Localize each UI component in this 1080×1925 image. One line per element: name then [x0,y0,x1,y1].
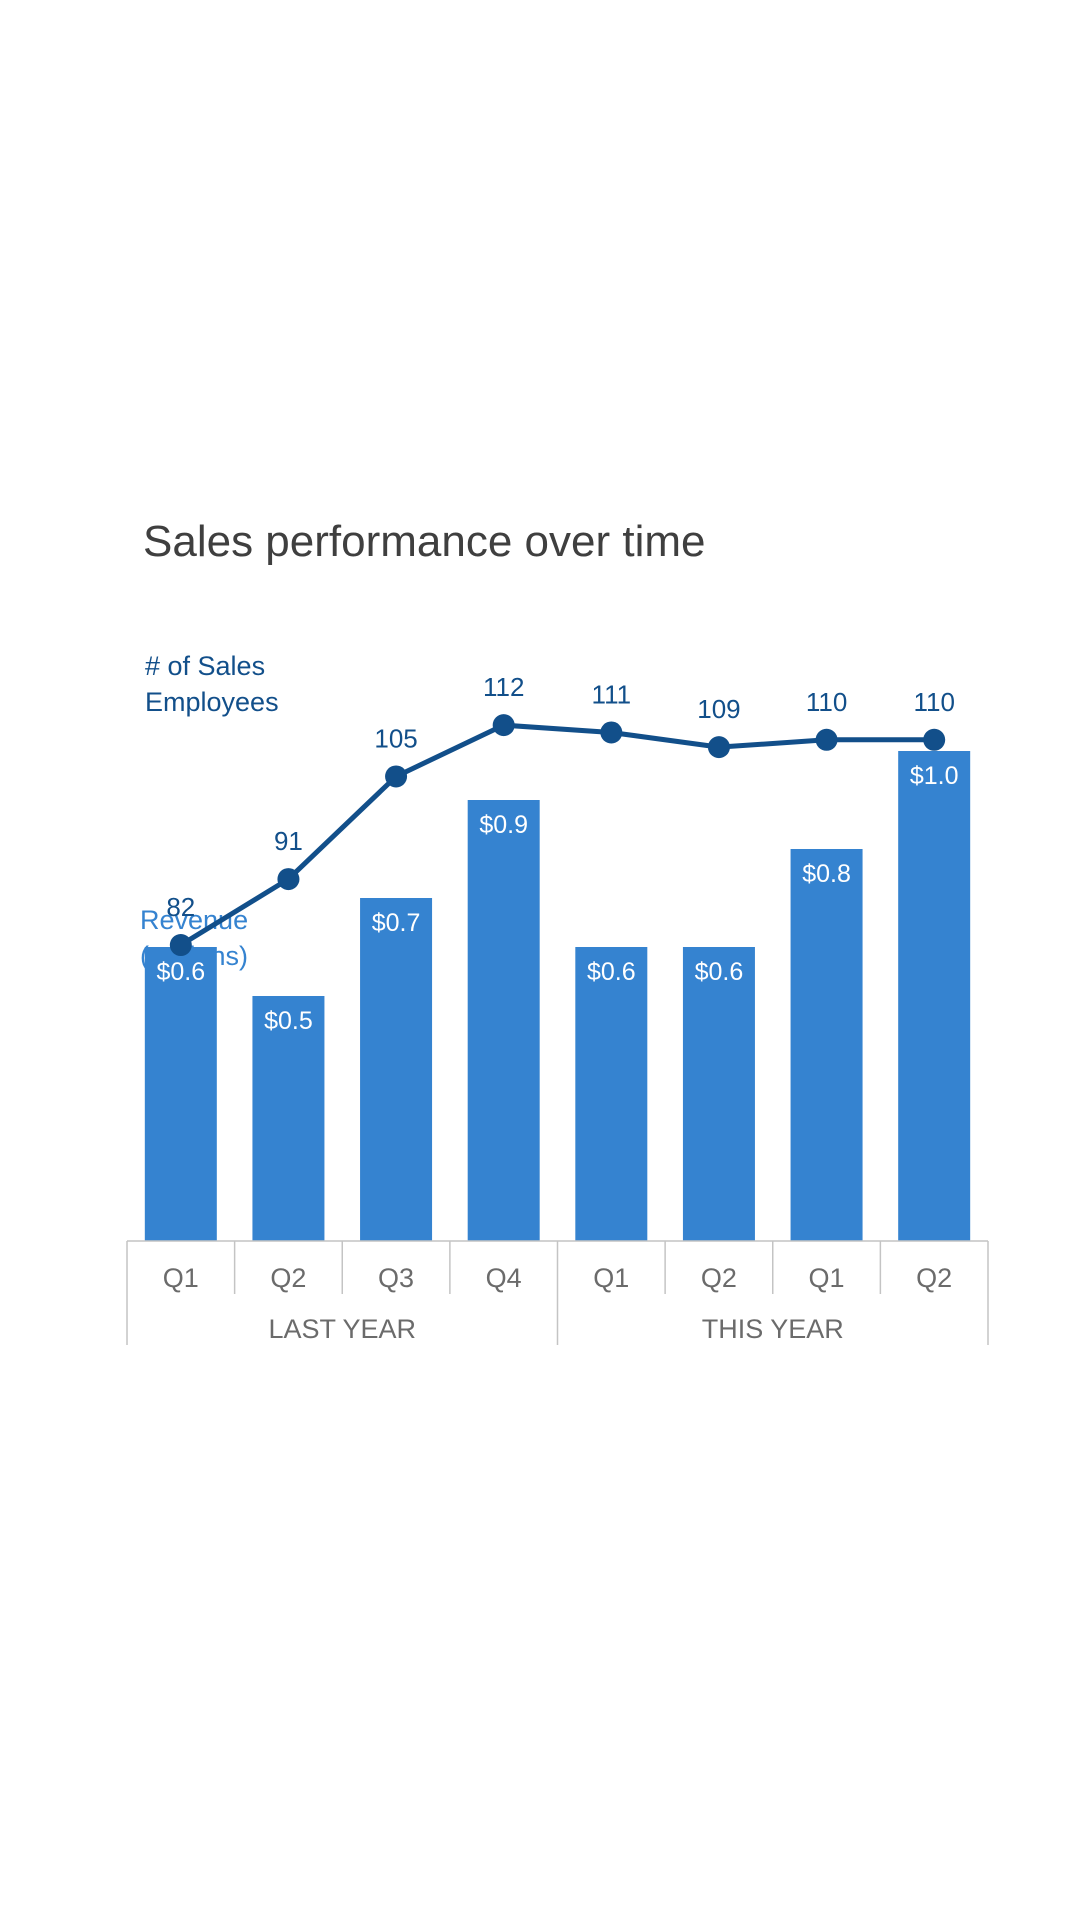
revenue-bar [790,849,863,1241]
employees-point [492,714,515,737]
employees-point-label: 110 [913,687,954,717]
employees-point-label: 91 [274,826,303,856]
x-tick-label: Q1 [809,1263,845,1293]
revenue-bar [682,947,755,1241]
employees-point [923,728,946,751]
employees-point [277,868,300,891]
employees-point [169,934,192,957]
employees-label-line-2: Employees [145,687,279,717]
x-tick-label: Q2 [701,1263,737,1293]
revenue-label-line-1: Revenue [140,905,248,935]
employees-point-label: 112 [483,672,524,702]
employees-point-label: 109 [697,694,740,724]
revenue-bar-label: $0.7 [372,909,421,937]
employees-point-label: 111 [592,679,632,709]
employees-series-line [179,722,935,948]
revenue-bar-label: $1.0 [910,762,959,790]
revenue-bar [898,751,971,1241]
x-tick-label: Q3 [378,1263,414,1293]
employees-point [815,728,838,751]
chart-title: Sales performance over time [143,517,705,566]
revenue-bar-label: $0.5 [264,1007,313,1035]
x-tick-label: Q1 [163,1263,199,1293]
employees-label-line-1: # of Sales [145,651,265,681]
revenue-bar-label: $0.8 [802,860,851,888]
revenue-bar-label: $0.6 [156,958,205,986]
revenue-bar-label: $0.6 [695,958,744,986]
x-tick-label: Q2 [270,1263,306,1293]
revenue-bar [144,947,217,1241]
employees-point [600,721,623,744]
employees-point [707,736,730,759]
employees-point-label: 110 [806,687,847,717]
x-group-label: LAST YEAR [268,1314,416,1344]
x-tick-label: Q1 [593,1263,629,1293]
revenue-bar [467,800,540,1241]
x-tick-label: Q4 [486,1263,522,1293]
revenue-bar [575,947,648,1241]
x-axis: Q1 Q2 Q3 Q4 Q1 Q2 Q1 Q2 LAST YEAR THIS YEAR [126,1240,989,1345]
revenue-bars: $0.6 $0.5 $0.7 $0.9 $0.6 $0.6 $0.8 $1.0 [144,751,971,1241]
employees-line: 82 91 105 112 111 109 110 110 [166,672,955,957]
revenue-bar-label: $0.6 [587,958,636,986]
employees-point-label: 82 [166,892,195,922]
x-tick-label: Q2 [916,1263,952,1293]
employees-point-label: 105 [374,723,417,753]
x-group-label: THIS YEAR [702,1314,844,1344]
revenue-bar [252,996,325,1241]
employees-series-label: # of Sales Employees [145,651,279,717]
revenue-bar-label: $0.9 [479,811,528,839]
employees-point [385,765,408,788]
revenue-bar [360,898,433,1241]
